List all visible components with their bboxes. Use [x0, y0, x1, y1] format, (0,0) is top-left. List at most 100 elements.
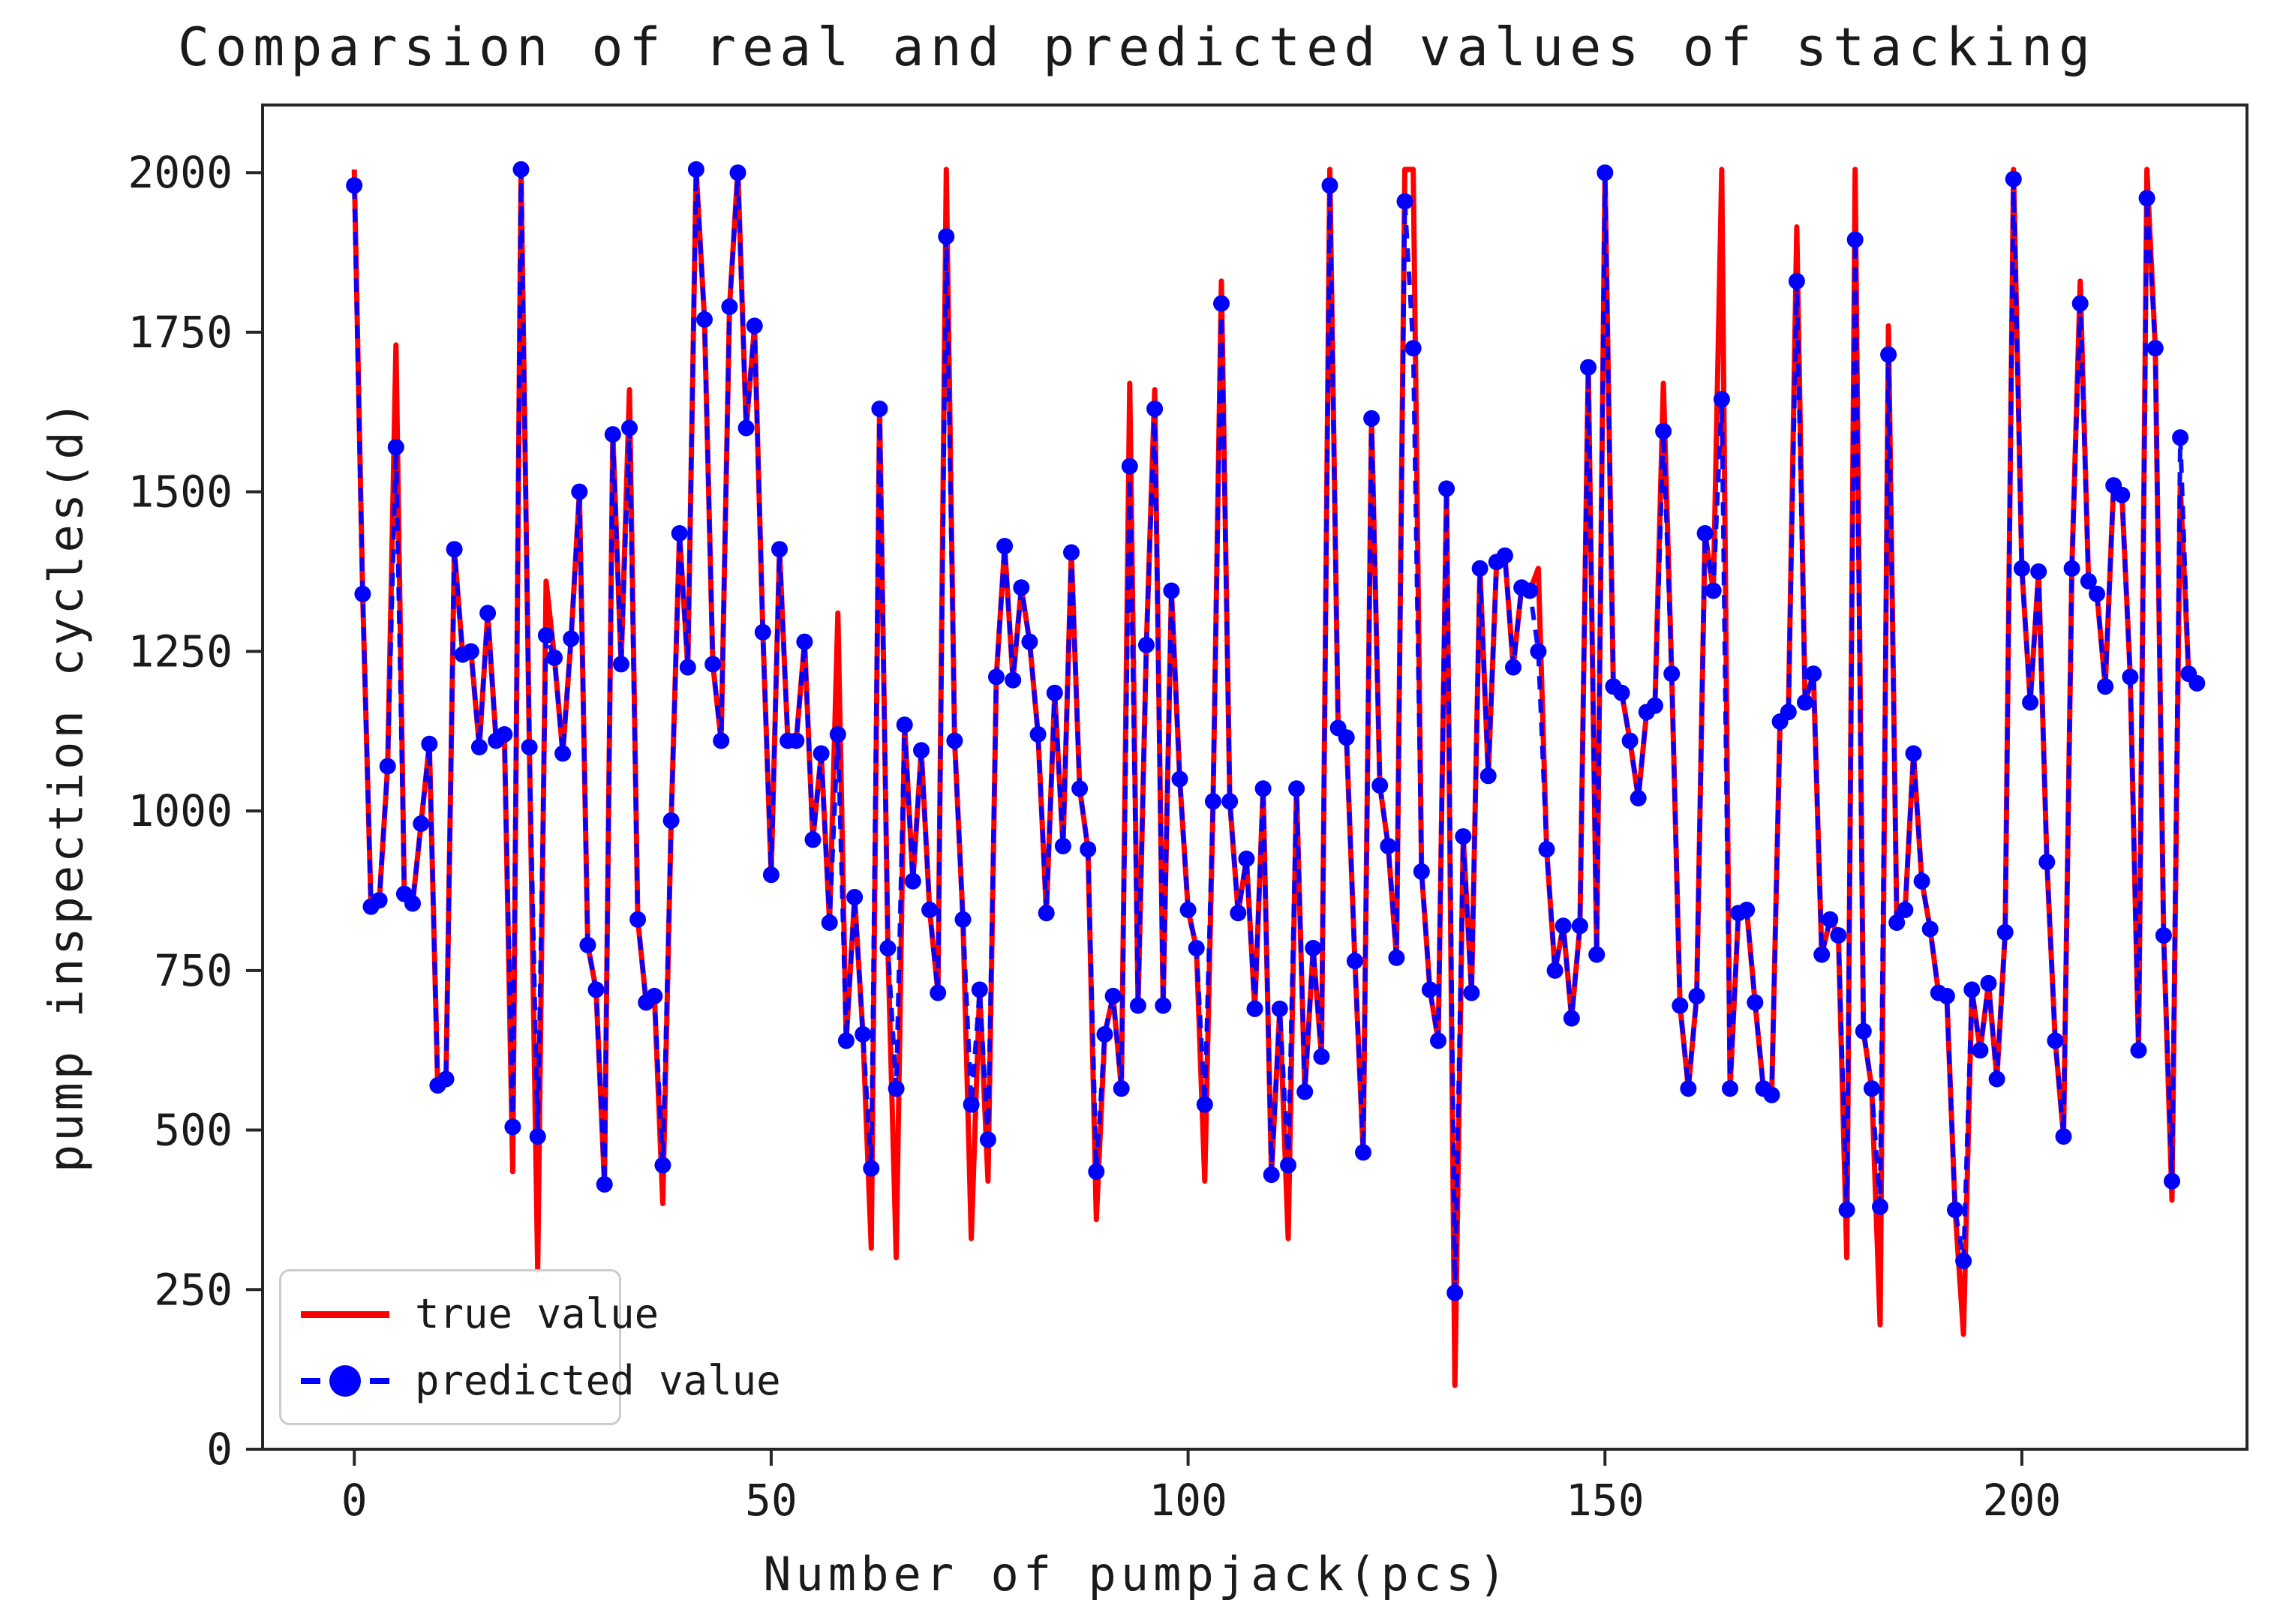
- predicted-value-marker: [1396, 193, 1413, 210]
- predicted-value-marker: [1038, 905, 1055, 922]
- legend-label-true-value: true value: [415, 1290, 659, 1338]
- predicted-value-marker: [954, 911, 972, 928]
- true-value-line-swatch: [301, 1293, 389, 1335]
- predicted-value-marker: [1230, 905, 1247, 922]
- predicted-value-marker: [587, 981, 605, 998]
- predicted-value-marker: [888, 1080, 905, 1097]
- x-tick-label: 100: [1149, 1475, 1227, 1526]
- predicted-value-marker: [1580, 359, 1597, 376]
- axes-spines: [261, 104, 2248, 1451]
- predicted-value-marker: [1538, 841, 1555, 858]
- predicted-value-marker: [604, 426, 621, 443]
- predicted-value-marker: [821, 914, 838, 931]
- predicted-value-marker: [2113, 486, 2131, 503]
- predicted-value-marker: [1546, 962, 1564, 979]
- predicted-value-marker: [1404, 340, 1422, 357]
- predicted-value-marker: [1905, 745, 1922, 762]
- predicted-value-marker: [479, 605, 497, 622]
- predicted-value-marker: [2172, 429, 2189, 446]
- predicted-value-marker: [896, 716, 913, 734]
- predicted-value-marker: [2089, 585, 2105, 602]
- predicted-value-marker: [1138, 636, 1155, 653]
- predicted-value-marker: [571, 483, 588, 500]
- predicted-value-marker: [813, 745, 830, 762]
- y-tick-label: 2000: [128, 147, 233, 198]
- predicted-value-marker: [1713, 391, 1730, 408]
- y-tick-label: 1000: [128, 785, 233, 836]
- predicted-value-marker: [1446, 1284, 1464, 1301]
- predicted-value-marker: [846, 889, 864, 905]
- predicted-value-marker: [904, 872, 921, 890]
- predicted-value-marker: [2071, 295, 2089, 312]
- predicted-value-marker: [1346, 953, 1363, 970]
- predicted-value-marker: [437, 1070, 455, 1088]
- predicted-value-marker: [2130, 1042, 2147, 1059]
- predicted-value-marker: [921, 902, 939, 918]
- predicted-value-marker: [1921, 920, 1939, 938]
- predicted-value-marker: [737, 419, 755, 437]
- predicted-value-marker: [2047, 1032, 2064, 1049]
- predicted-value-marker: [1254, 780, 1272, 797]
- predicted-value-marker: [512, 161, 530, 178]
- legend-item-predicted-value: predicted value: [301, 1357, 781, 1404]
- predicted-value-marker: [721, 298, 738, 315]
- predicted-value-marker: [1872, 1198, 1888, 1215]
- predicted-value-marker: [963, 1096, 980, 1113]
- predicted-value-marker: [930, 984, 947, 1001]
- predicted-value-marker: [938, 228, 955, 245]
- predicted-value-marker: [1071, 780, 1089, 797]
- predicted-value-marker: [1846, 231, 1864, 248]
- y-tick-label: 750: [154, 945, 233, 996]
- predicted-value-marker: [871, 401, 888, 417]
- predicted-value-marker: [1204, 793, 1221, 810]
- predicted-value-marker: [2097, 678, 2114, 695]
- predicted-value-marker: [1588, 946, 1606, 963]
- predicted-value-marker: [1380, 837, 1397, 854]
- predicted-value-line-swatch: [301, 1359, 389, 1401]
- predicted-value-marker: [387, 439, 404, 456]
- predicted-value-marker: [629, 911, 647, 928]
- y-axis-label: pump inspection cycles(d): [38, 397, 94, 1173]
- predicted-value-marker: [496, 726, 513, 743]
- predicted-value-marker: [2146, 340, 2164, 357]
- predicted-value-marker: [1980, 974, 1997, 992]
- predicted-value-marker: [971, 981, 988, 998]
- predicted-value-marker: [2013, 560, 2030, 577]
- predicted-value-marker: [713, 732, 730, 749]
- predicted-value-marker: [1471, 560, 1488, 577]
- predicted-value-marker: [696, 311, 713, 328]
- predicted-value-marker: [579, 936, 596, 953]
- predicted-value-marker: [1179, 902, 1197, 918]
- predicted-value-marker: [529, 1128, 546, 1145]
- predicted-value-marker: [863, 1160, 880, 1177]
- predicted-value-marker: [1822, 911, 1839, 928]
- predicted-value-marker: [1988, 1070, 2005, 1088]
- predicted-value-marker: [1530, 643, 1547, 660]
- predicted-value-marker: [1705, 582, 1722, 599]
- predicted-value-marker: [1363, 410, 1380, 427]
- predicted-value-marker: [2164, 1172, 2180, 1190]
- predicted-value-marker: [1188, 940, 1205, 956]
- predicted-value-marker: [2063, 560, 2080, 577]
- predicted-value-marker: [2080, 572, 2097, 590]
- x-axis-label: Number of pumpjack(pcs): [763, 1547, 1511, 1601]
- predicted-value-marker: [1972, 1042, 1989, 1059]
- predicted-value-marker: [1479, 767, 1497, 785]
- predicted-value-marker: [1321, 177, 1338, 194]
- predicted-value-marker: [1522, 582, 1539, 599]
- predicted-value-marker: [979, 1131, 996, 1148]
- predicted-value-marker: [796, 633, 813, 650]
- predicted-value-marker: [1688, 987, 1705, 1004]
- legend: true value predicted value: [279, 1269, 781, 1425]
- predicted-value-marker: [504, 1118, 521, 1136]
- predicted-value-marker: [1438, 480, 1455, 497]
- predicted-value-marker: [462, 643, 479, 660]
- predicted-value-marker: [1597, 164, 1614, 182]
- predicted-value-marker: [646, 987, 663, 1004]
- predicted-value-marker: [554, 745, 572, 762]
- predicted-value-marker: [1838, 1201, 1855, 1218]
- predicted-value-marker: [1747, 994, 1764, 1011]
- predicted-value-marker: [1296, 1083, 1314, 1100]
- predicted-value-marker: [1163, 582, 1180, 599]
